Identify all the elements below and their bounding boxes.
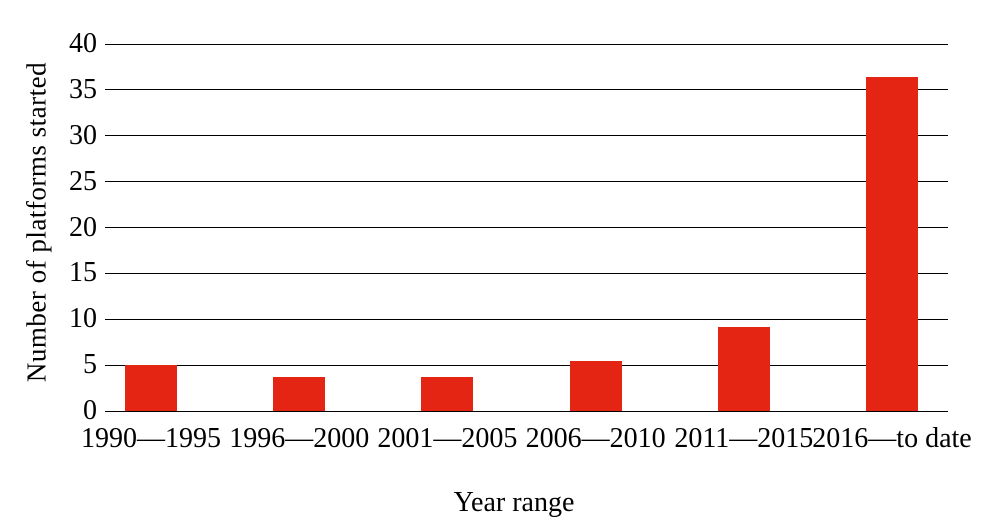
y-tick-label: 5 — [83, 349, 97, 381]
gridline — [105, 135, 948, 137]
gridline — [105, 364, 948, 366]
y-tick-label: 20 — [69, 211, 97, 243]
x-axis-baseline — [105, 410, 948, 412]
x-tick-label: 1996—2000 — [229, 423, 370, 454]
gridline — [105, 272, 948, 274]
gridline — [105, 318, 948, 320]
bar — [866, 77, 918, 411]
y-tick-label: 35 — [69, 73, 97, 105]
x-tick-label: 2011—2015 — [674, 423, 814, 454]
y-tick-label: 0 — [83, 395, 97, 426]
x-tick-label: 1990—1995 — [81, 423, 221, 454]
y-tick-label: 40 — [69, 28, 97, 59]
x-tick-label: 2001—2005 — [377, 423, 518, 454]
bar — [421, 377, 474, 411]
y-tick-label: 25 — [69, 165, 97, 197]
bar — [569, 361, 622, 411]
gridline — [105, 181, 948, 183]
x-axis-title: Year range — [453, 487, 575, 518]
x-tick-label: 2006—2010 — [525, 423, 666, 454]
bar — [125, 365, 177, 411]
y-tick-label: 15 — [69, 257, 97, 289]
gridline — [105, 227, 948, 228]
y-tick-label: 10 — [69, 303, 97, 335]
y-axis-title: Number of platforms started — [21, 61, 52, 383]
gridline — [105, 89, 948, 91]
bar — [717, 326, 770, 411]
bar — [273, 377, 326, 411]
y-tick-label: 30 — [69, 119, 97, 151]
plot-area: 0 5 10 15 20 25 30 35 40 1990—1995 1996—2000 2001—2… — [69, 30, 972, 453]
gridline — [105, 43, 948, 45]
x-tick-label: 2016—to date — [812, 423, 972, 454]
